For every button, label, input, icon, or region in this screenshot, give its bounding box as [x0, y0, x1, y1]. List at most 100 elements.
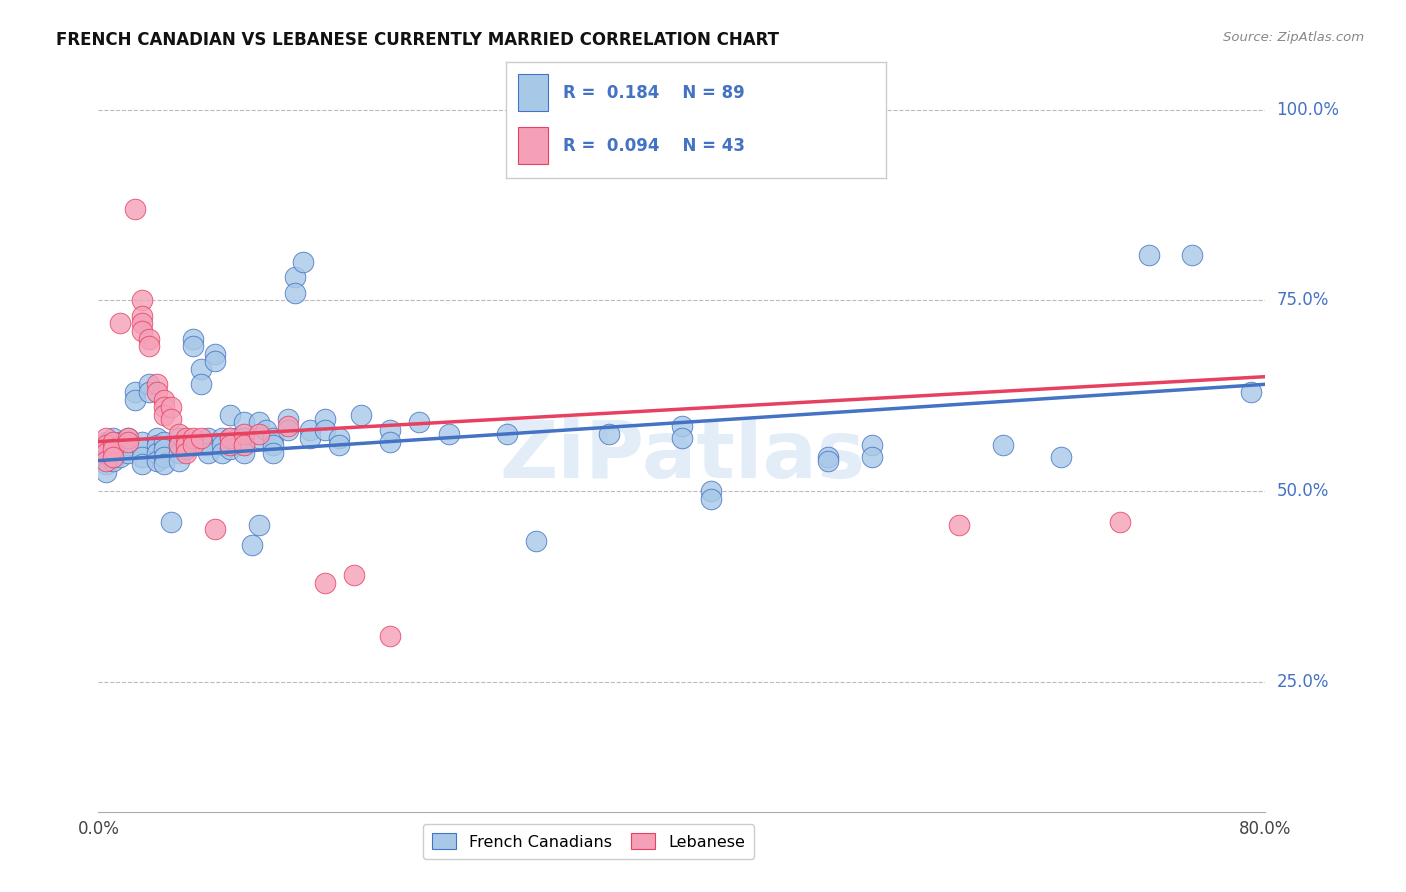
Point	[153, 458, 176, 472]
Point	[233, 438, 256, 452]
Point	[262, 446, 284, 460]
Point	[204, 347, 226, 361]
Point	[138, 377, 160, 392]
Point	[94, 438, 117, 452]
Point	[328, 431, 350, 445]
Point	[94, 442, 117, 457]
Point	[233, 416, 256, 430]
Point	[94, 450, 117, 464]
Point	[226, 431, 249, 445]
Point	[298, 423, 321, 437]
Text: ZiPatlas: ZiPatlas	[499, 417, 865, 495]
Point	[277, 419, 299, 434]
Point	[160, 400, 183, 414]
Point	[291, 255, 314, 269]
Point	[181, 438, 204, 452]
Point	[247, 518, 270, 533]
Point	[146, 453, 169, 467]
Point	[94, 431, 117, 445]
Point	[131, 450, 153, 464]
Point	[700, 484, 723, 499]
Point	[167, 431, 190, 445]
Point	[1181, 247, 1204, 261]
Point	[146, 438, 169, 452]
Point	[233, 438, 256, 452]
Point	[948, 518, 970, 533]
Point	[167, 453, 190, 467]
Point	[218, 408, 240, 422]
Point	[167, 438, 190, 452]
Point	[1050, 450, 1073, 464]
Point	[131, 316, 153, 330]
Point	[314, 423, 336, 437]
Point	[247, 426, 270, 441]
Point	[94, 434, 117, 449]
Point	[174, 431, 197, 445]
Point	[101, 446, 124, 460]
Point	[524, 533, 547, 548]
Point	[218, 438, 240, 452]
Point	[233, 431, 256, 445]
Point	[1108, 515, 1130, 529]
Point	[174, 434, 197, 449]
Point	[110, 434, 132, 449]
Point	[204, 354, 226, 368]
Legend: French Canadians, Lebanese: French Canadians, Lebanese	[423, 823, 755, 859]
Point	[380, 434, 402, 449]
Point	[247, 416, 270, 430]
Point	[110, 316, 132, 330]
Point	[153, 442, 176, 457]
Point	[190, 377, 212, 392]
Point	[131, 324, 153, 338]
Point	[860, 438, 883, 452]
Point	[153, 392, 176, 407]
Point	[167, 426, 190, 441]
Point	[991, 438, 1014, 452]
Point	[101, 434, 124, 449]
Point	[277, 423, 299, 437]
Point	[181, 431, 204, 445]
Point	[153, 400, 176, 414]
Point	[174, 442, 197, 457]
Point	[146, 384, 169, 399]
Point	[240, 538, 263, 552]
Point	[204, 522, 226, 536]
Point	[233, 426, 256, 441]
Point	[343, 568, 366, 582]
Point	[437, 426, 460, 441]
Point	[314, 575, 336, 590]
Point	[101, 450, 124, 464]
Point	[153, 450, 176, 464]
FancyBboxPatch shape	[517, 74, 548, 112]
Point	[146, 431, 169, 445]
Point	[174, 446, 197, 460]
Point	[117, 446, 139, 460]
Point	[190, 362, 212, 376]
Point	[174, 438, 197, 452]
Point	[124, 384, 146, 399]
Point	[277, 411, 299, 425]
Point	[146, 377, 169, 392]
Point	[598, 426, 620, 441]
Point	[671, 431, 693, 445]
Point	[380, 629, 402, 643]
Point	[101, 431, 124, 445]
Point	[350, 408, 373, 422]
Point	[262, 438, 284, 452]
Point	[117, 431, 139, 445]
Point	[197, 446, 219, 460]
Point	[131, 309, 153, 323]
Point	[138, 331, 160, 345]
Point	[94, 458, 117, 472]
Point	[138, 339, 160, 353]
FancyBboxPatch shape	[517, 128, 548, 164]
Point	[117, 438, 139, 452]
Point	[94, 446, 117, 460]
Text: 50.0%: 50.0%	[1277, 483, 1329, 500]
Point	[131, 293, 153, 308]
Point	[153, 434, 176, 449]
Point	[298, 431, 321, 445]
Point	[226, 438, 249, 452]
Point	[1137, 247, 1160, 261]
Point	[124, 392, 146, 407]
